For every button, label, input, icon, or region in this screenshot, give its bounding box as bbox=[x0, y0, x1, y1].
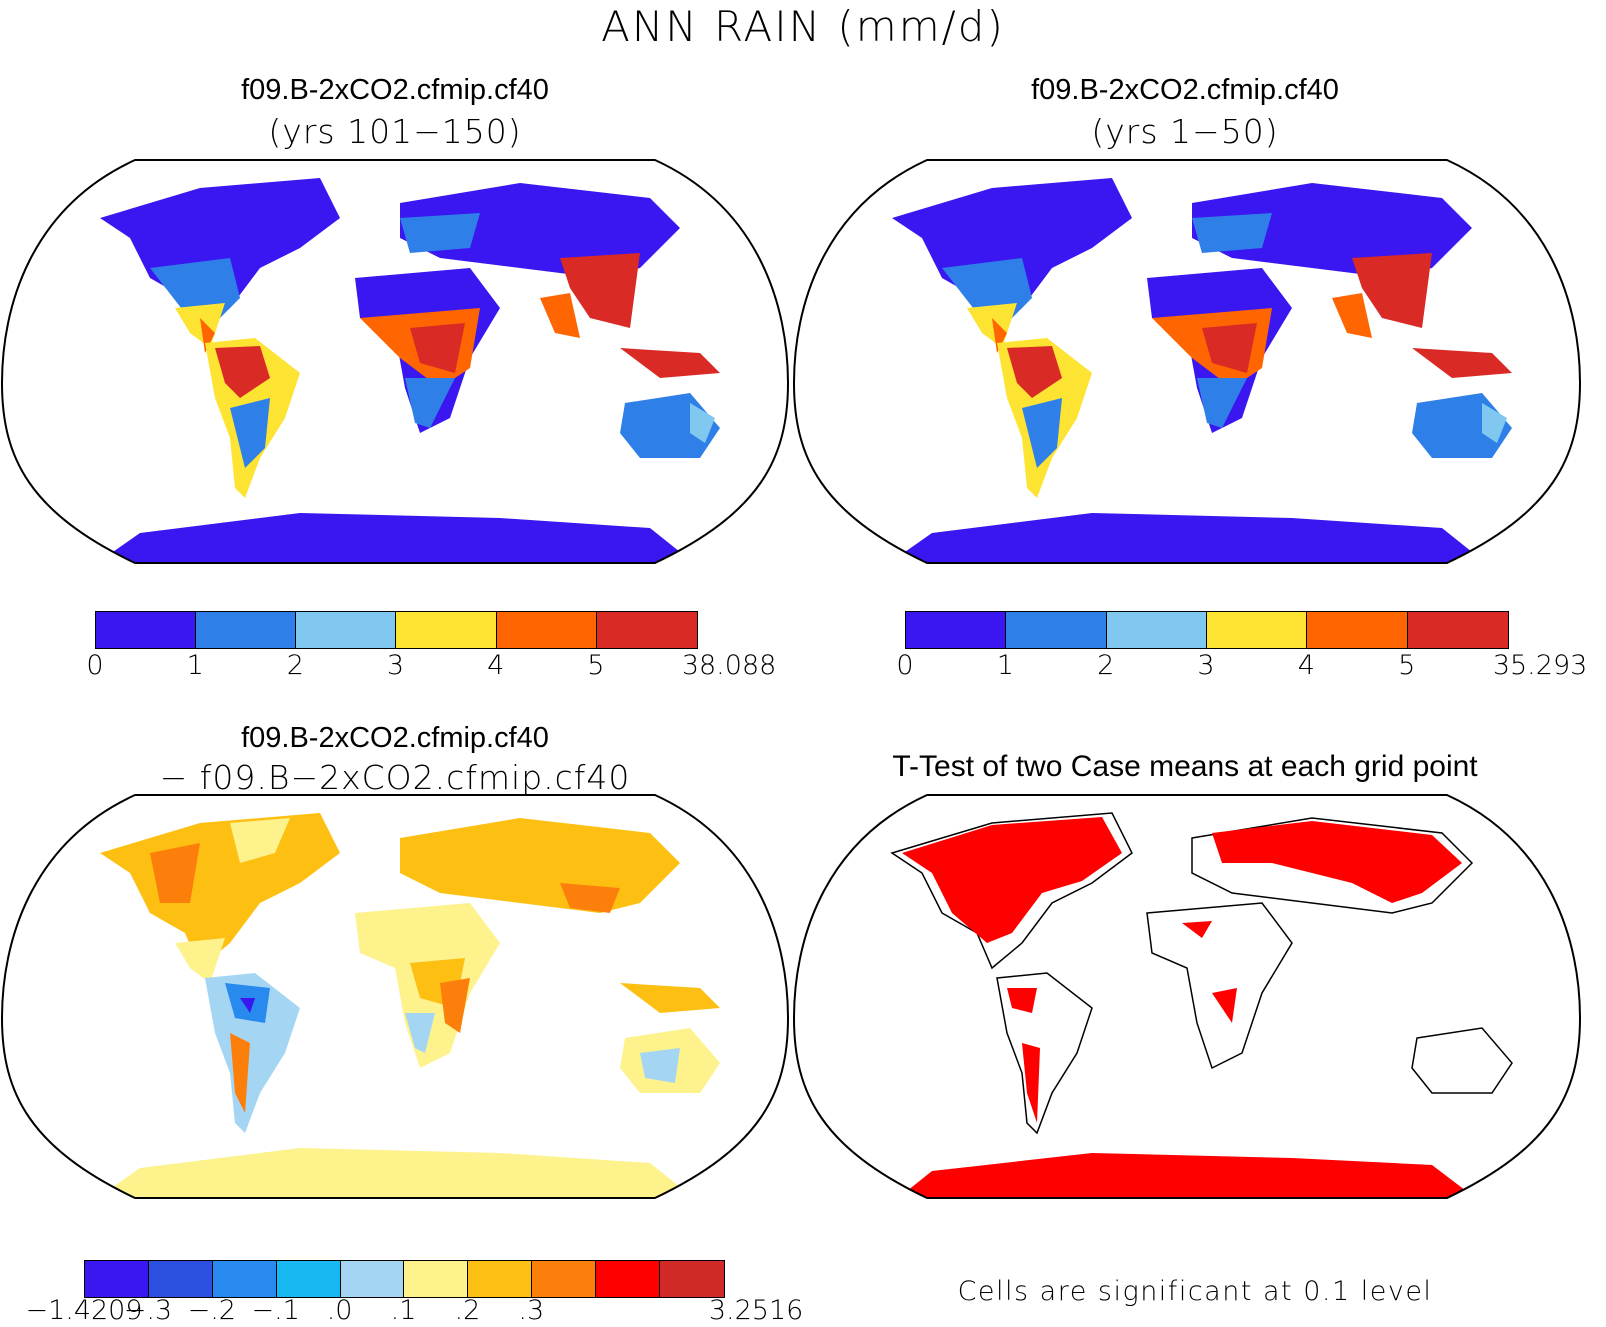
colorbar-tick-label: 0 bbox=[86, 650, 104, 681]
colorbar-swatch bbox=[496, 612, 597, 648]
panel-title-bottom-right: T-Test of two Case means at each grid po… bbox=[892, 750, 1478, 783]
colorbar-tick-label: −1.4209 bbox=[25, 1295, 143, 1326]
colorbar-swatch bbox=[96, 612, 197, 648]
colorbar-swatch bbox=[532, 1261, 597, 1297]
colorbar-swatch bbox=[596, 1261, 661, 1297]
colorbar-swatch bbox=[468, 1261, 533, 1297]
panel-subtitle-bottom-left: − f09.B−2xCO2.cfmip.cf40 bbox=[159, 758, 631, 797]
colorbar-tick-label: 5 bbox=[1398, 650, 1416, 681]
colorbar-swatch bbox=[660, 1261, 724, 1297]
colorbar-swatch bbox=[1307, 612, 1408, 648]
colorbar-swatch bbox=[1206, 612, 1308, 648]
colorbar-tick-label: .2 bbox=[454, 1295, 481, 1326]
colorbar-tick-label: 1 bbox=[996, 650, 1014, 681]
colorbar-tick-label: 1 bbox=[186, 650, 204, 681]
colorbar-tick-label: 3 bbox=[1197, 650, 1215, 681]
figure-title: ANN RAIN (mm/d) bbox=[601, 2, 1005, 51]
colorbar-tick-label: 4 bbox=[487, 650, 505, 681]
colorbar-swatch bbox=[148, 1261, 213, 1297]
colorbar-swatch bbox=[396, 612, 497, 648]
colorbar-tick-label: .0 bbox=[326, 1295, 353, 1326]
map-bottom-left bbox=[0, 794, 790, 1199]
colorbar-swatch bbox=[212, 1261, 277, 1297]
colorbar-swatch bbox=[196, 612, 297, 648]
panel-subtitle-top-left: (yrs 101−150) bbox=[268, 112, 522, 151]
map-top-left bbox=[0, 159, 790, 564]
colorbar-swatch bbox=[1006, 612, 1107, 648]
colorbar-tick-label: −.3 bbox=[123, 1295, 173, 1326]
colorbar-tick-label: 35.293 bbox=[1492, 650, 1588, 681]
colorbar-swatch bbox=[276, 1261, 341, 1297]
colorbar-tick-label: 2 bbox=[286, 650, 304, 681]
colorbar-top-left bbox=[95, 611, 698, 649]
colorbar-swatch bbox=[404, 1261, 469, 1297]
panel-title-top-right: f09.B-2xCO2.cfmip.cf40 bbox=[1031, 74, 1339, 106]
panel-subtitle-top-right: (yrs 1−50) bbox=[1091, 112, 1279, 151]
colorbar-tick-label: 3.2516 bbox=[708, 1295, 804, 1326]
significance-footnote: Cells are significant at 0.1 level bbox=[957, 1276, 1433, 1307]
colorbar-swatch bbox=[906, 612, 1007, 648]
colorbar-tick-label: 5 bbox=[587, 650, 605, 681]
colorbar-tick-label: 2 bbox=[1097, 650, 1115, 681]
colorbar-swatch bbox=[296, 612, 397, 648]
colorbar-swatch bbox=[1407, 612, 1508, 648]
colorbar-tick-label: 3 bbox=[386, 650, 405, 681]
colorbar-tick-label: −.2 bbox=[187, 1295, 236, 1326]
panel-title-bottom-left: f09.B-2xCO2.cfmip.cf40 bbox=[241, 722, 549, 754]
colorbar-tick-label: 0 bbox=[896, 650, 914, 681]
colorbar-top-right bbox=[905, 611, 1509, 649]
map-bottom-right bbox=[792, 794, 1582, 1199]
map-top-right bbox=[792, 159, 1582, 564]
colorbar-swatch bbox=[596, 612, 697, 648]
colorbar-tick-label: 4 bbox=[1297, 650, 1315, 681]
colorbar-tick-label: .1 bbox=[390, 1295, 417, 1326]
colorbar-tick-label: −.1 bbox=[251, 1295, 300, 1326]
panel-title-top-left: f09.B-2xCO2.cfmip.cf40 bbox=[241, 74, 549, 106]
colorbar-tick-label: 38.088 bbox=[681, 650, 777, 681]
colorbar-tick-label: .3 bbox=[518, 1295, 545, 1326]
colorbar-swatch bbox=[340, 1261, 405, 1297]
colorbar-swatch bbox=[85, 1261, 149, 1297]
colorbar-bottom-left bbox=[84, 1260, 725, 1298]
colorbar-swatch bbox=[1106, 612, 1207, 648]
